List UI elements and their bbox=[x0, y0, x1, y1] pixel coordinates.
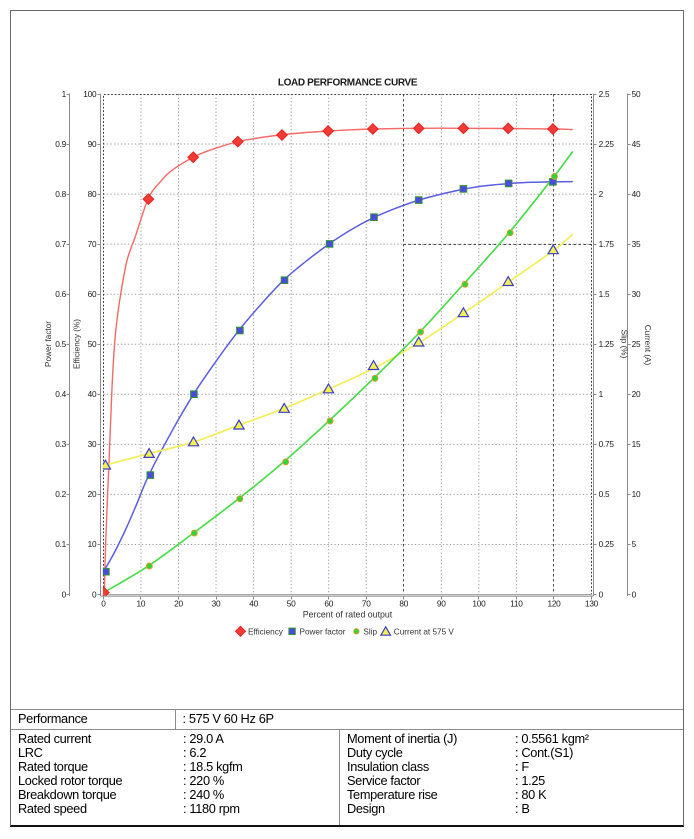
svg-text:90: 90 bbox=[437, 599, 446, 609]
svg-text:70: 70 bbox=[88, 239, 97, 249]
svg-text:100: 100 bbox=[472, 599, 486, 609]
svg-text:30: 30 bbox=[632, 289, 641, 299]
svg-text:10: 10 bbox=[88, 539, 97, 549]
svg-text:10: 10 bbox=[137, 599, 146, 609]
svg-text:0.2: 0.2 bbox=[55, 489, 66, 499]
svg-text:90: 90 bbox=[88, 139, 97, 149]
svg-text:130: 130 bbox=[585, 599, 599, 609]
svg-text:50: 50 bbox=[287, 599, 296, 609]
svg-text:1.5: 1.5 bbox=[599, 289, 610, 299]
svg-text:50: 50 bbox=[88, 339, 97, 349]
svg-text:40: 40 bbox=[249, 599, 258, 609]
svg-text:0.75: 0.75 bbox=[599, 439, 615, 449]
svg-text:5: 5 bbox=[632, 539, 637, 549]
svg-text:25: 25 bbox=[632, 339, 641, 349]
svg-text:Slip (%): Slip (%) bbox=[620, 330, 629, 359]
svg-text:0.25: 0.25 bbox=[599, 539, 615, 549]
svg-text:Efficiency (%): Efficiency (%) bbox=[73, 319, 82, 369]
svg-text:Percent of rated output: Percent of rated output bbox=[303, 610, 393, 620]
svg-text:Current at 575 V: Current at 575 V bbox=[394, 627, 455, 636]
svg-text:Slip: Slip bbox=[363, 627, 377, 636]
svg-text:2.25: 2.25 bbox=[599, 139, 615, 149]
svg-text:0: 0 bbox=[92, 589, 97, 599]
svg-text:1: 1 bbox=[62, 89, 67, 99]
svg-text:20: 20 bbox=[88, 489, 97, 499]
svg-text:Power factor: Power factor bbox=[44, 321, 53, 367]
svg-text:0.1: 0.1 bbox=[55, 539, 66, 549]
svg-text:50: 50 bbox=[632, 89, 641, 99]
svg-text:120: 120 bbox=[547, 599, 561, 609]
svg-text:0.9: 0.9 bbox=[55, 139, 66, 149]
svg-text:60: 60 bbox=[324, 599, 333, 609]
svg-text:1.75: 1.75 bbox=[599, 239, 615, 249]
svg-text:0.5: 0.5 bbox=[55, 339, 66, 349]
svg-text:Power factor: Power factor bbox=[300, 627, 346, 636]
svg-text:2.5: 2.5 bbox=[599, 89, 610, 99]
svg-text:0.5: 0.5 bbox=[599, 489, 610, 499]
svg-text:0: 0 bbox=[599, 589, 604, 599]
svg-text:1.25: 1.25 bbox=[599, 339, 615, 349]
svg-text:35: 35 bbox=[632, 239, 641, 249]
svg-text:2: 2 bbox=[599, 189, 604, 199]
svg-text:30: 30 bbox=[88, 439, 97, 449]
svg-text:80: 80 bbox=[399, 599, 408, 609]
svg-text:0.4: 0.4 bbox=[55, 389, 66, 399]
svg-text:60: 60 bbox=[88, 289, 97, 299]
svg-text:30: 30 bbox=[212, 599, 221, 609]
svg-text:80: 80 bbox=[88, 189, 97, 199]
svg-text:0: 0 bbox=[632, 589, 637, 599]
svg-text:0: 0 bbox=[101, 599, 106, 609]
svg-text:110: 110 bbox=[510, 599, 523, 609]
svg-text:20: 20 bbox=[632, 389, 641, 399]
svg-text:Current (A): Current (A) bbox=[643, 325, 652, 366]
svg-text:0.3: 0.3 bbox=[55, 439, 66, 449]
svg-text:Efficiency: Efficiency bbox=[248, 627, 284, 636]
svg-text:40: 40 bbox=[632, 189, 641, 199]
svg-text:0: 0 bbox=[62, 589, 67, 599]
svg-text:20: 20 bbox=[174, 599, 183, 609]
svg-text:70: 70 bbox=[362, 599, 371, 609]
svg-text:LOAD PERFORMANCE CURVE: LOAD PERFORMANCE CURVE bbox=[278, 78, 418, 89]
svg-text:10: 10 bbox=[632, 489, 641, 499]
svg-text:45: 45 bbox=[632, 139, 641, 149]
svg-text:0.7: 0.7 bbox=[55, 239, 66, 249]
svg-text:15: 15 bbox=[632, 439, 641, 449]
svg-text:100: 100 bbox=[83, 89, 97, 99]
svg-text:40: 40 bbox=[88, 389, 97, 399]
svg-text:1: 1 bbox=[599, 389, 604, 399]
svg-text:0.8: 0.8 bbox=[55, 189, 66, 199]
svg-text:0.6: 0.6 bbox=[55, 289, 66, 299]
